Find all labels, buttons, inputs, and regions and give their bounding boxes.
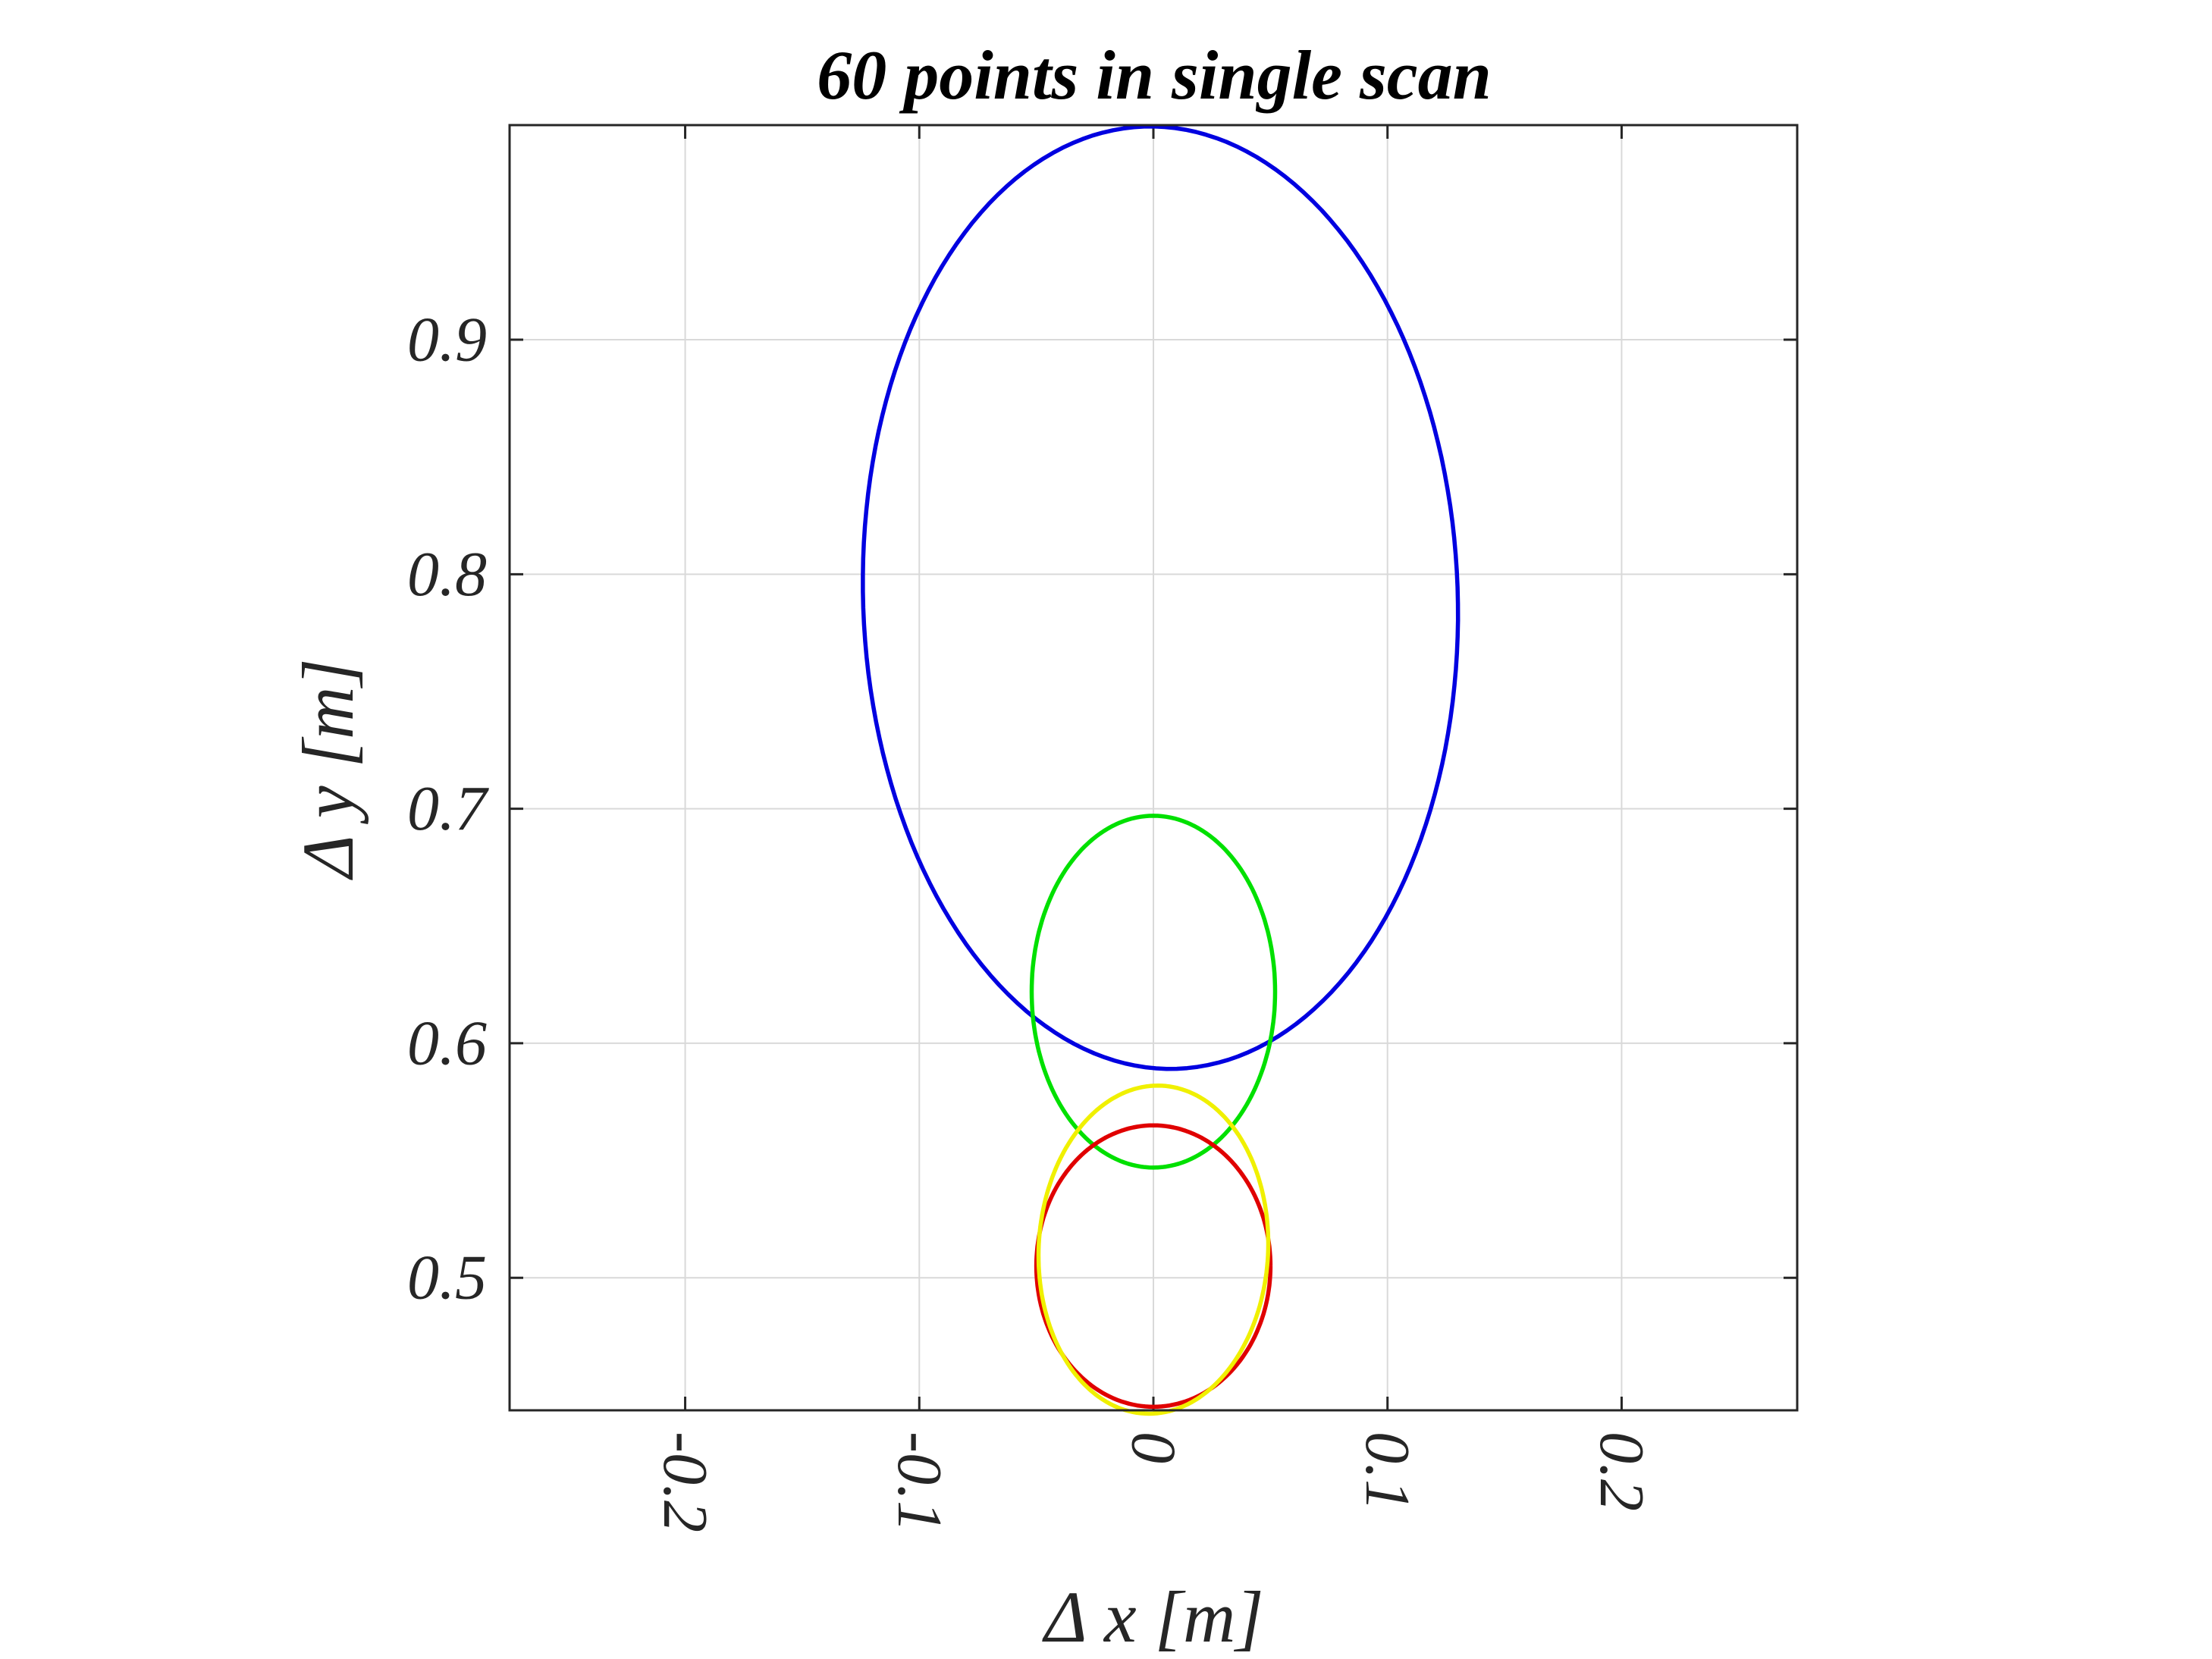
y-tick-label: 0.6 [407, 1008, 487, 1078]
plot-frame [508, 124, 1799, 1412]
x-tick-label: 0 [1119, 1432, 1189, 1463]
y-axis-label: Δ y [m] [287, 658, 369, 880]
x-tick-label: -0.1 [884, 1432, 955, 1532]
grid [510, 125, 1797, 1410]
x-tick-label: 0.1 [1352, 1432, 1423, 1511]
series-layer [861, 124, 1461, 1416]
y-tick-label: 0.9 [407, 305, 487, 375]
x-tick-label: 0.2 [1586, 1432, 1657, 1511]
series-line-4 [1036, 1084, 1271, 1416]
y-tick-label: 0.5 [407, 1243, 487, 1313]
y-tick-label: 0.7 [407, 773, 489, 844]
x-axis-label: Δ x [m] [1041, 1576, 1263, 1657]
x-tick-label: -0.2 [650, 1432, 720, 1532]
y-tick-label: 0.8 [407, 539, 487, 610]
chart-title: 60 points in single scan [817, 36, 1492, 114]
y-tick-labels: 0.5 0.6 0.7 0.8 0.9 [407, 305, 489, 1313]
series-line-1 [861, 124, 1461, 1071]
axis-ticks [510, 125, 1797, 1410]
x-tick-labels: -0.2 -0.1 0 0.1 0.2 [650, 1432, 1657, 1532]
